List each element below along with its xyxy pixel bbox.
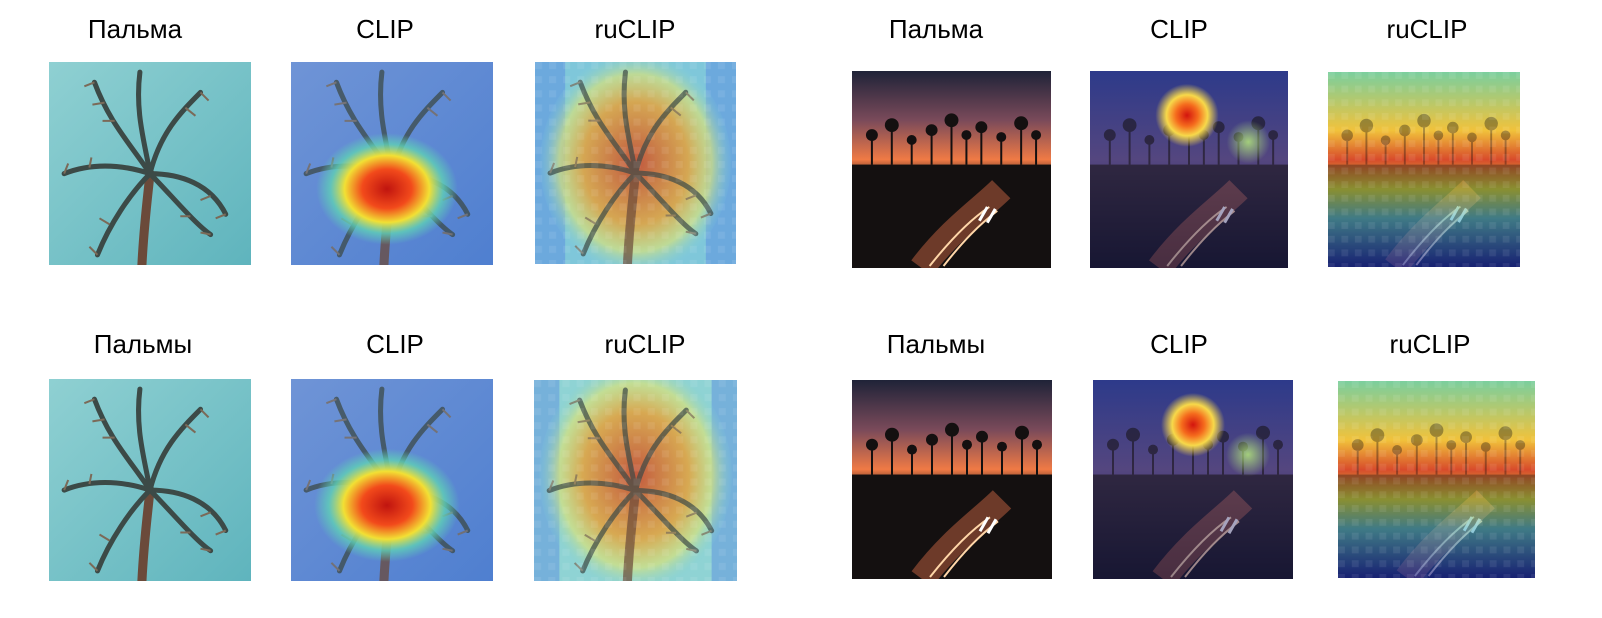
palms-ruclip-heatmap [534,380,737,581]
sunset-palm-clip-heatmap [1090,71,1288,268]
palm-tree-icon [1338,381,1535,578]
palm-tree-icon [534,380,737,581]
palm-original-image [49,62,251,265]
palm-tree-icon [852,71,1051,268]
caption-right-r2-ruclip: ruCLIP [1389,329,1471,359]
palm-tree-icon [291,379,493,581]
palm-tree-icon [1090,71,1288,268]
palm-tree-icon [49,379,251,581]
palm-ruclip-heatmap [535,62,736,264]
caption-right-r2-original: Пальмы [886,329,986,359]
sunset-palm-ruclip-heatmap [1328,72,1520,267]
sunset-palms-ruclip-heatmap [1338,381,1535,578]
palm-clip-heatmap [291,62,493,265]
palm-tree-icon [49,62,251,265]
palms-original-image [49,379,251,581]
palm-tree-icon [852,380,1052,579]
palms-clip-heatmap [291,379,493,581]
caption-left-r1-original: Пальма [87,14,183,44]
palm-tree-icon [291,62,493,265]
palm-tree-icon [535,62,736,264]
palm-tree-icon [1093,380,1293,579]
caption-left-r2-original: Пальмы [93,329,193,359]
palm-tree-icon [1328,72,1520,267]
caption-left-r1-ruclip: ruCLIP [594,14,676,44]
caption-right-r2-clip: CLIP [1150,329,1208,359]
caption-right-r1-ruclip: ruCLIP [1386,14,1468,44]
caption-right-r1-original: Пальма [888,14,984,44]
sunset-palm-original-image [852,71,1051,268]
caption-left-r2-ruclip: ruCLIP [604,329,686,359]
sunset-palms-clip-heatmap [1093,380,1293,579]
sunset-palms-original-image [852,380,1052,579]
caption-right-r1-clip: CLIP [1150,14,1208,44]
caption-left-r1-clip: CLIP [356,14,414,44]
caption-left-r2-clip: CLIP [366,329,424,359]
